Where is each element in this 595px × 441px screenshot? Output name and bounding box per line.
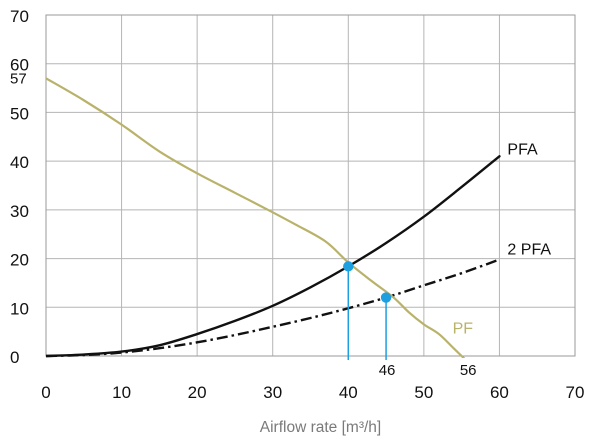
x-tick-label: 30: [263, 383, 282, 402]
x-tick-label: 20: [188, 383, 207, 402]
x-marker-46: 46: [379, 362, 396, 379]
series-label-pf: PF: [453, 321, 474, 338]
tick-labels: 0 10 20 30 40 50 60 70 0 10 20 30 40 50 60 70: [10, 7, 584, 402]
y-tick-label: 60: [10, 56, 29, 75]
y-tick-label: 30: [10, 202, 29, 221]
x-axis-title: Airflow rate [m³/h]: [260, 419, 381, 436]
plot-frame: [45, 14, 576, 357]
y-marker-57: 57: [10, 70, 27, 87]
x-tick-label: 50: [414, 383, 433, 402]
y-tick-label: 50: [10, 104, 29, 123]
x-tick-label: 0: [41, 383, 50, 402]
y-tick-label: 10: [10, 299, 29, 318]
y-tick-label: 70: [10, 7, 29, 26]
intersection-drop-lines: [347, 266, 387, 360]
x-marker-56: 56: [460, 362, 477, 379]
series-label-pfa: PFA: [507, 141, 538, 158]
series-line-pf: [46, 77, 466, 358]
intersection-point-1: [343, 261, 354, 272]
x-tick-label: 60: [490, 383, 509, 402]
y-tick-label: 0: [10, 348, 19, 367]
y-tick-label: 20: [10, 251, 29, 270]
x-tick-label: 40: [339, 383, 358, 402]
series-line-pfa: [46, 155, 501, 358]
series-label-2-pfa: 2 PFA: [507, 242, 551, 259]
intersection-points: [343, 261, 392, 303]
x-tick-label: 70: [566, 383, 585, 402]
series-layer: [46, 77, 501, 358]
y-tick-label: 40: [10, 153, 29, 172]
x-tick-label: 10: [112, 383, 131, 402]
grid: [46, 15, 575, 356]
intersection-point-2: [380, 292, 392, 303]
